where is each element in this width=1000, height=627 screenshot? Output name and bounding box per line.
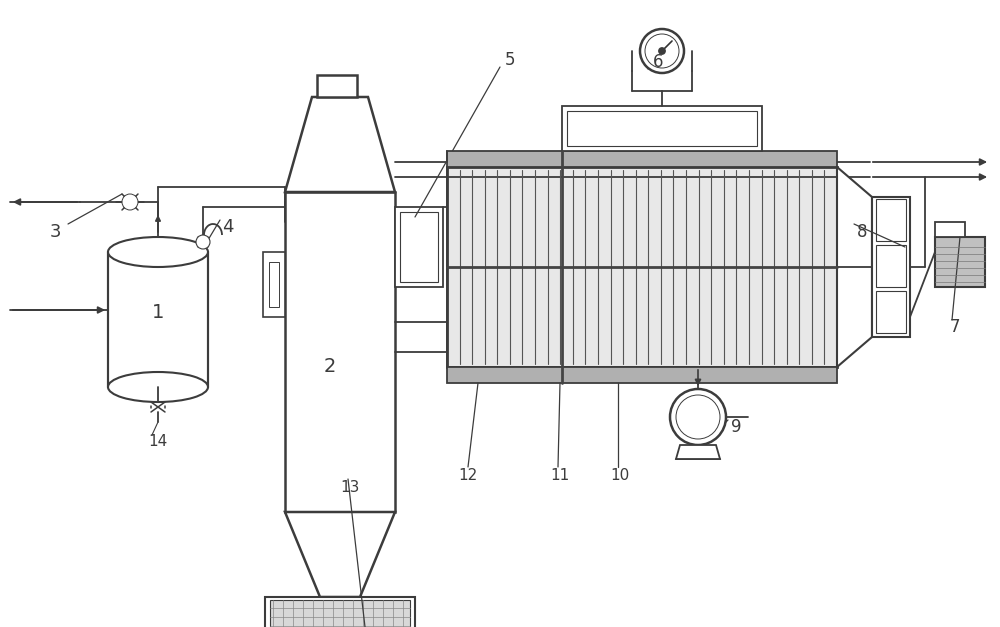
- Ellipse shape: [108, 372, 208, 402]
- Bar: [108, 252, 208, 387]
- Bar: [447, 167, 837, 367]
- Bar: [935, 237, 985, 287]
- Polygon shape: [285, 512, 395, 597]
- Text: 6: 6: [653, 53, 663, 71]
- Bar: [263, 252, 285, 317]
- Circle shape: [659, 48, 665, 54]
- Circle shape: [645, 34, 679, 68]
- Text: 1: 1: [152, 302, 164, 322]
- Text: 4: 4: [222, 218, 234, 236]
- Circle shape: [640, 29, 684, 73]
- Bar: [447, 151, 837, 167]
- Bar: [872, 197, 910, 337]
- Bar: [567, 111, 757, 146]
- Circle shape: [676, 395, 720, 439]
- Bar: [935, 222, 965, 237]
- Bar: [265, 597, 415, 627]
- Polygon shape: [837, 167, 872, 367]
- Bar: [317, 75, 357, 97]
- Text: 13: 13: [340, 480, 360, 495]
- Bar: [269, 262, 279, 307]
- Bar: [285, 192, 395, 512]
- Bar: [395, 207, 443, 287]
- Text: 11: 11: [550, 468, 570, 483]
- Text: 8: 8: [857, 223, 867, 241]
- Bar: [400, 212, 438, 282]
- Text: 2: 2: [324, 357, 336, 376]
- Text: 5: 5: [505, 51, 515, 69]
- Text: 10: 10: [610, 468, 630, 483]
- Text: 7: 7: [950, 318, 960, 336]
- Circle shape: [122, 194, 138, 210]
- Circle shape: [196, 235, 210, 249]
- Ellipse shape: [108, 237, 208, 267]
- Text: 9: 9: [731, 418, 741, 436]
- Polygon shape: [676, 445, 720, 459]
- Bar: [876, 199, 906, 241]
- Text: 12: 12: [458, 468, 478, 483]
- Text: 14: 14: [148, 435, 168, 450]
- Bar: [876, 291, 906, 333]
- Bar: [270, 600, 410, 627]
- Text: 3: 3: [49, 223, 61, 241]
- Polygon shape: [285, 97, 395, 192]
- Bar: [562, 106, 762, 151]
- Bar: [447, 367, 837, 383]
- Bar: [876, 245, 906, 287]
- Circle shape: [670, 389, 726, 445]
